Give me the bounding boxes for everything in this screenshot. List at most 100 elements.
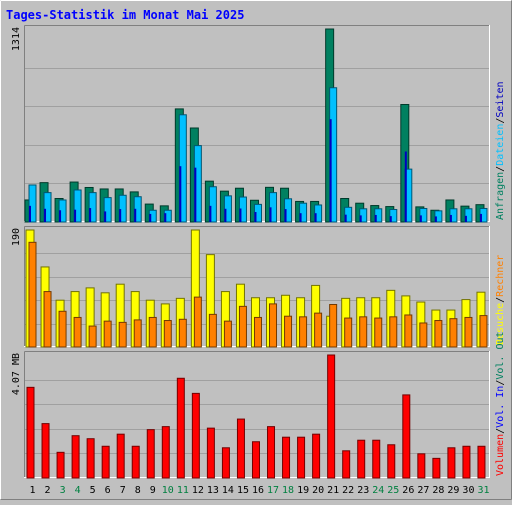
bar-rechner [479, 315, 488, 348]
bar-seiten [464, 215, 467, 222]
bar-volumen [447, 447, 456, 479]
bar-seiten [329, 119, 332, 222]
bar-dateien [299, 202, 308, 223]
bar-volumen [357, 439, 366, 479]
bar-dateien [43, 192, 52, 223]
bar-seiten [209, 205, 212, 222]
bar-dateien [28, 184, 37, 223]
bar-seiten [194, 167, 197, 222]
bar-rechner [389, 316, 398, 348]
bar-volumen [26, 386, 35, 479]
bar-volumen [387, 444, 396, 479]
bar-rechner [434, 320, 443, 348]
bar-seiten [29, 205, 31, 222]
legend-item-volumen: Volumen [495, 434, 506, 476]
bar-seiten [269, 207, 272, 222]
x-tick-label: 17 [267, 485, 279, 496]
x-tick-label: 20 [312, 485, 324, 496]
y-tick-label: 1314 [11, 27, 22, 51]
x-tick-label: 1 [30, 485, 36, 496]
bar-seiten [374, 214, 377, 222]
bar-volumen [282, 436, 291, 479]
bar-seiten [284, 209, 287, 222]
bar-volumen [101, 445, 110, 479]
bar-volumen [56, 451, 65, 479]
x-tick-label: 13 [207, 485, 219, 496]
legend-item-rechner: Rechner [495, 255, 506, 297]
x-tick-label: 26 [402, 485, 414, 496]
bar-seiten [149, 213, 152, 222]
x-tick-label: 30 [462, 485, 474, 496]
bar-seiten [104, 211, 107, 222]
bar-rechner [148, 316, 157, 348]
x-tick-label: 12 [192, 485, 204, 496]
bar-dateien [118, 194, 127, 223]
bar-rechner [43, 291, 52, 348]
bar-rechner [208, 313, 217, 348]
bar-seiten [344, 214, 347, 222]
bar-rechner [118, 321, 127, 348]
bar-volumen [402, 394, 411, 479]
bar-seiten [74, 209, 77, 222]
bar-volumen [236, 418, 245, 479]
x-tick-label: 10 [162, 485, 174, 496]
bar-rechner [269, 303, 278, 348]
legend-item-vol-in: Vol. In [495, 386, 506, 428]
bar-dateien [419, 207, 428, 223]
bar-seiten [449, 214, 452, 222]
x-tick-label: 27 [417, 485, 429, 496]
bar-volumen [432, 457, 441, 479]
bar-rechner [344, 317, 353, 348]
bar-seiten [89, 208, 92, 222]
bar-rechner [163, 320, 172, 348]
legend-item-vol-out: Vol. Out [495, 331, 506, 379]
x-tick-label: 22 [342, 485, 354, 496]
x-tick-label: 16 [252, 485, 264, 496]
x-tick-label: 19 [297, 485, 309, 496]
bar-volumen [477, 445, 486, 479]
bar-seiten [119, 209, 122, 222]
bar-volumen [176, 377, 185, 479]
x-tick-label: 25 [387, 485, 399, 496]
bar-volumen [327, 354, 336, 479]
bar-seiten [179, 166, 182, 222]
y-tick-label: 190 [11, 228, 22, 246]
bar-volumen [221, 447, 230, 479]
x-tick-label: 4 [75, 485, 81, 496]
bar-seiten [389, 216, 392, 222]
bar-volumen [116, 433, 125, 479]
bar-seiten [299, 213, 302, 222]
bar-volumen [206, 427, 215, 479]
legend-3: Volumen/Vol. In/Vol. Out [495, 331, 506, 476]
bar-rechner [178, 318, 187, 348]
x-tick-label: 11 [177, 485, 189, 496]
bar-seiten [314, 213, 317, 222]
bar-seiten [359, 215, 362, 222]
bar-dateien [73, 189, 82, 223]
legend-2: Besuche/Rechner [495, 255, 506, 345]
bar-volumen [251, 441, 260, 479]
bar-volumen [267, 426, 276, 479]
x-tick-label: 6 [105, 485, 111, 496]
x-tick-label: 15 [237, 485, 249, 496]
bar-volumen [161, 426, 170, 479]
legend-separator: / [495, 166, 506, 172]
legend-1: Anfragen/Dateien/Seiten [495, 81, 506, 220]
legend-item-seiten: Seiten [495, 81, 506, 117]
bar-volumen [191, 392, 200, 479]
bar-rechner [359, 316, 368, 348]
bar-volumen [342, 450, 351, 479]
legend-item-dateien: Dateien [495, 124, 506, 166]
bar-volumen [86, 438, 95, 479]
bar-volumen [372, 439, 381, 479]
bar-volumen [417, 453, 426, 479]
bar-dateien [464, 208, 473, 223]
x-tick-label: 7 [120, 485, 126, 496]
bar-volumen [312, 433, 321, 479]
bar-rechner [103, 320, 112, 348]
legend-item-anfragen: Anfragen [495, 172, 506, 220]
legend-separator: / [495, 297, 506, 303]
x-tick-label: 18 [282, 485, 294, 496]
x-tick-label: 2 [45, 485, 51, 496]
